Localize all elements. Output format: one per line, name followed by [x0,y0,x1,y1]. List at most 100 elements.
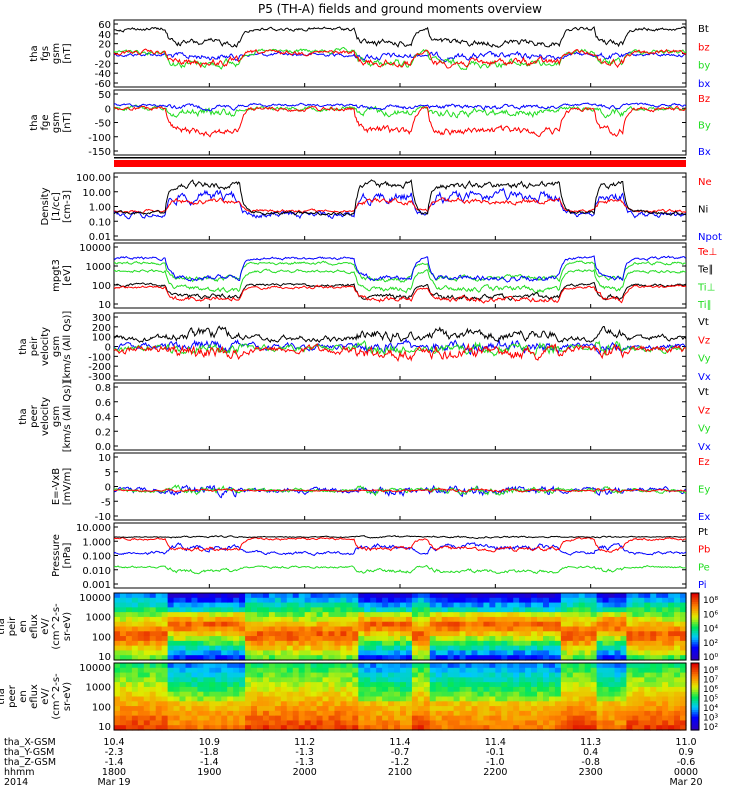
spectrogram-cell [251,706,258,712]
spectrogram-cell [596,682,604,688]
spectrogram-cell [298,602,306,608]
spectrogram-cell [143,602,151,608]
spectrogram-cell [519,631,526,637]
spectrogram-cell [459,696,467,702]
spectrogram-cell [554,650,562,656]
spectrogram-cell [161,725,169,731]
spectrogram-cell [435,696,443,702]
spectrogram-cell [465,715,473,722]
spectrogram-cell [197,640,204,647]
spectrogram-cell [352,677,359,683]
spectrogram-cell [304,720,312,726]
spectrogram-cell [209,701,216,707]
spectrogram-cell [584,701,592,707]
spectrogram-cell [417,640,425,647]
spectrogram-cell [680,602,687,608]
spectrogram-cell [566,593,574,599]
spectrogram-cell [268,667,276,674]
spectrogram-cell [525,715,532,722]
spectrogram-cell [501,645,508,652]
spectrogram-cell [340,621,347,628]
spectrogram-cell [245,691,252,698]
spectrogram-cell [364,650,371,656]
spectrogram-cell [203,626,210,632]
spectrogram-cell [554,696,562,702]
spectrogram-cell [584,616,592,623]
spectrogram-cell [614,607,622,613]
spectrogram-cell [525,597,532,604]
spectrogram-cell [179,621,187,628]
ytick-label: -200 [88,362,111,373]
spectrogram-cell [286,682,294,688]
spectrogram-cell [167,626,175,632]
spectrogram-cell [388,607,395,613]
spectrogram-cell [376,645,383,652]
spectrogram-cell [656,621,663,628]
spectrogram-cell [519,655,526,661]
spectrogram-cell [447,706,455,712]
spectrogram-cell [382,710,389,717]
spectrogram-cell [572,616,580,623]
spectrogram-cell [674,626,681,632]
ylabel-line: fge [40,114,51,130]
spectrogram-cell [274,597,282,604]
spectrogram-cell [125,597,133,604]
spectrogram-cell [352,636,359,642]
ytick-label: 0 [105,483,111,494]
spectrogram-cell [298,645,306,652]
spectrogram-cell [233,607,240,613]
spectrogram-cell [584,682,592,688]
spectrogram-cell [143,696,151,702]
spectrogram-cell [352,672,359,678]
spectrogram-cell [328,715,336,722]
spectrogram-cell [382,631,389,637]
spectrogram-cell [376,710,383,717]
spectrogram-cell [197,650,204,656]
spectrogram-cell [400,631,407,637]
spectrogram-cell [429,593,437,599]
spectrogram-cell [554,655,562,661]
spectrogram-cell [173,715,181,722]
series-Bt [114,26,686,49]
spectrogram-cell [441,616,449,623]
spectrogram-cell [328,672,336,678]
spectrogram-cell [316,655,324,661]
spectrogram-cell [352,593,359,599]
spectrogram-cell [114,663,121,669]
spectrogram-cell [608,631,616,637]
spectrogram-cell [286,640,294,647]
spectrogram-cell [650,645,657,652]
spectrogram-cell [185,725,193,731]
spectrogram-cell [459,691,467,698]
spectrogram-cell [465,682,473,688]
spectrogram-cell [590,691,598,698]
spectrogram-cell [405,672,413,678]
spectrogram-cell [417,710,425,717]
spectrogram-cell [364,691,371,698]
spectrogram-cell [185,607,193,613]
spectrogram-cell [501,631,508,637]
spectrogram-cell [262,645,270,652]
spectrogram-cell [298,677,306,683]
spectrogram-cell [459,650,467,656]
spectrogram-cell [531,701,538,707]
spectrogram-cell [560,621,568,628]
spectrogram-cell [650,616,657,623]
spectrogram-cell [459,715,467,722]
spectrogram-cell [173,691,181,698]
spectrogram-cell [233,593,240,599]
ylabel-line: [mV/m] [62,468,73,506]
spectrogram-cell [447,682,455,688]
spectrogram-cell [304,686,312,693]
spectrogram-cell [215,616,222,623]
spectrogram-cell [608,725,616,731]
spectrogram-cell [286,631,294,637]
spectrogram-cell [274,696,282,702]
spectrogram-cell [453,621,461,628]
spectrogram-cell [161,631,169,637]
spectrogram-cell [680,720,687,726]
spectrogram-cell [662,650,669,656]
ylabel-line: [km/s (All Qs)] [62,311,73,383]
spectrogram-cell [495,607,502,613]
spectrogram-cell [560,715,568,722]
